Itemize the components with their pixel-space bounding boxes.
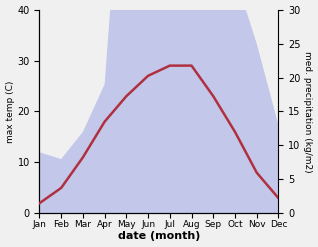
Y-axis label: med. precipitation (kg/m2): med. precipitation (kg/m2) bbox=[303, 51, 313, 172]
X-axis label: date (month): date (month) bbox=[118, 231, 200, 242]
Y-axis label: max temp (C): max temp (C) bbox=[5, 80, 15, 143]
